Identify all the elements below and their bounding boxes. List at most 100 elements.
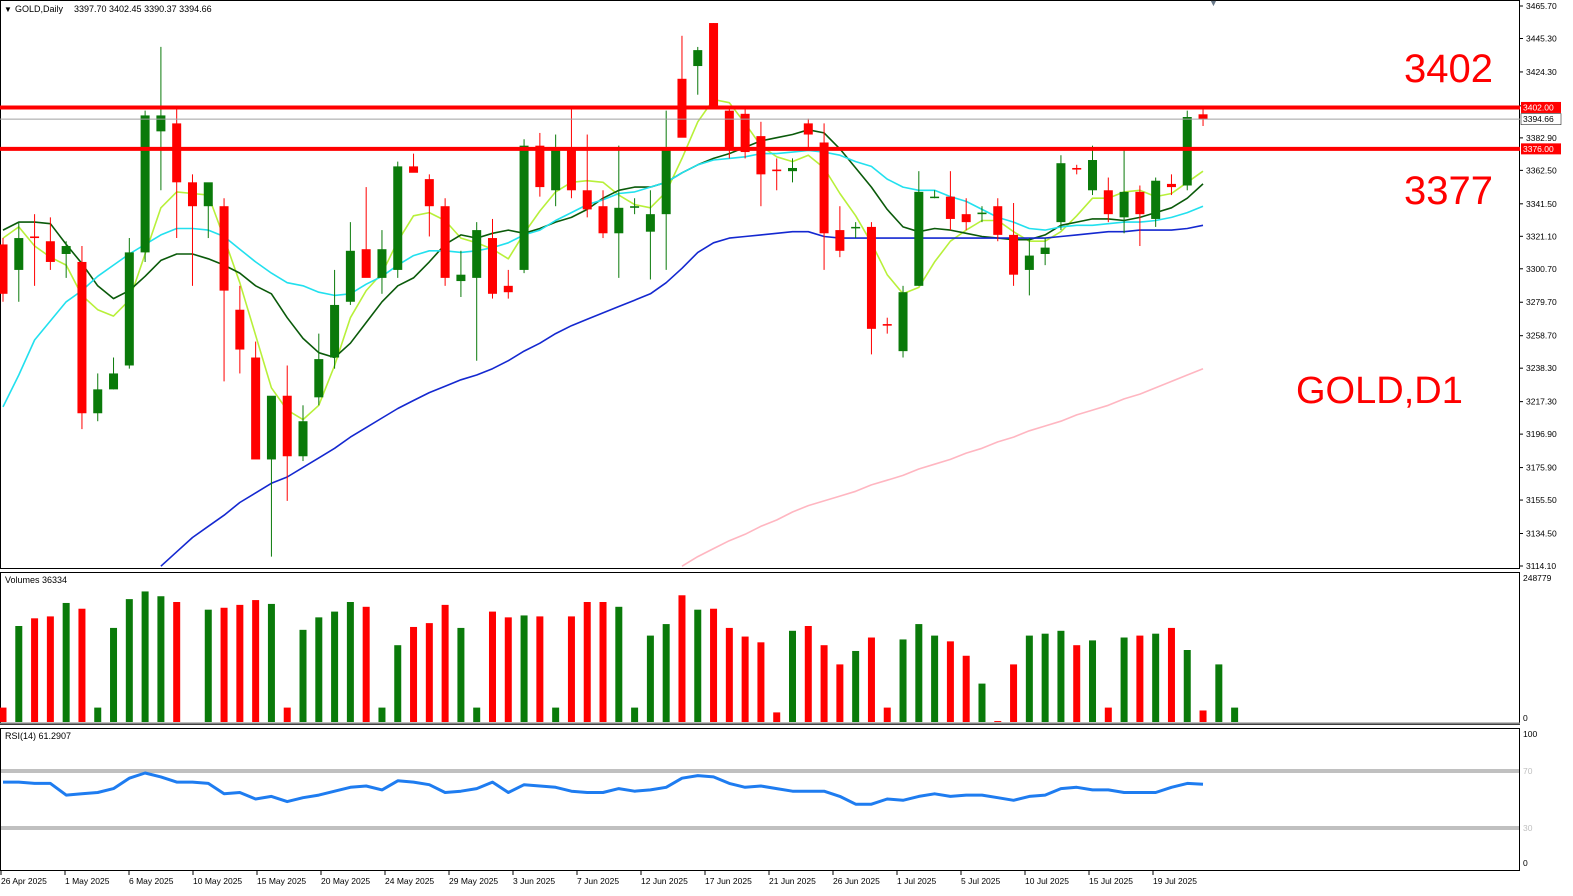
volume-bar — [394, 645, 402, 722]
volume-bar — [536, 616, 544, 722]
time-tick-label: 19 Jul 2025 — [1153, 876, 1197, 886]
candle-body — [709, 23, 719, 106]
candle-body — [314, 359, 324, 398]
rsi-tick-30: 30 — [1523, 823, 1533, 833]
volume-bar — [615, 606, 623, 722]
candle-body — [630, 206, 640, 208]
candle-body — [756, 136, 766, 175]
time-axis: 26 Apr 2025 1 May 2025 6 May 2025 10 May 20… — [0, 871, 1197, 886]
candle-body — [566, 148, 576, 191]
rsi-tick-70: 70 — [1523, 766, 1533, 776]
time-tick-label: 1 Jul 2025 — [897, 876, 936, 886]
volume-bar — [694, 609, 702, 722]
resistance-price-tag — [1521, 101, 1561, 113]
volume-bar — [741, 636, 749, 722]
volume-bar — [1215, 664, 1223, 722]
candle-body — [866, 226, 876, 329]
ohlc-values: 3397.70 3402.45 3390.37 3394.66 — [74, 4, 212, 14]
candle-body — [487, 238, 497, 294]
volume-bar — [789, 630, 796, 722]
volume-bar — [173, 602, 181, 722]
volume-bar — [410, 626, 418, 722]
time-tick-label: 20 May 2025 — [321, 876, 370, 886]
rsi-line — [3, 771, 1204, 806]
volume-bar — [1025, 635, 1033, 722]
current-price-tag — [1520, 113, 1562, 125]
candle-body — [772, 169, 782, 172]
support-price-tag — [1521, 143, 1561, 155]
candle-body — [582, 190, 592, 210]
time-tick-label: 1 May 2025 — [65, 876, 110, 886]
candle-body — [961, 214, 971, 223]
candle-body — [93, 389, 103, 414]
volume-bars — [0, 591, 1239, 722]
moving-average-line — [681, 367, 1204, 567]
time-tick-label: 15 Jul 2025 — [1089, 876, 1133, 886]
candle-body — [977, 212, 987, 215]
volume-bar — [1057, 630, 1065, 722]
candle-body — [61, 246, 71, 254]
volume-bar — [236, 604, 244, 722]
volume-bar — [157, 596, 165, 722]
price-tick-label: 3155.50 — [1526, 495, 1557, 505]
time-tick-label: 17 Jun 2025 — [705, 876, 752, 886]
candle-body — [914, 191, 924, 286]
volume-bar — [1167, 627, 1175, 722]
volume-bar — [315, 617, 323, 722]
scroll-marker-icon[interactable]: ▼ — [1209, 0, 1218, 8]
rsi-line-group — [3, 771, 1204, 806]
price-tick-label: 3465.70 — [1526, 1, 1557, 11]
time-tick-label: 24 May 2025 — [385, 876, 434, 886]
candle-body — [377, 249, 387, 278]
volume-bar — [725, 627, 733, 722]
candle-body — [661, 150, 671, 215]
volume-bar — [820, 645, 828, 722]
volume-bar — [94, 707, 102, 722]
candle-body — [535, 145, 545, 188]
candle-body — [835, 230, 845, 251]
candle-body — [882, 324, 892, 326]
volume-bar — [867, 637, 875, 722]
time-tick-label: 26 Apr 2025 — [1, 876, 47, 886]
volume-bar — [1041, 633, 1049, 722]
candle-body — [1198, 114, 1208, 120]
time-tick-label: 6 May 2025 — [129, 876, 174, 886]
candle-body — [187, 182, 197, 207]
resistance-price-tag-text: 3402.00 — [1523, 102, 1554, 112]
chart-dropdown-icon[interactable]: ▼ — [4, 5, 12, 14]
candle-body — [1151, 180, 1161, 219]
candle-body — [1088, 160, 1098, 191]
support-annotation: 3377 — [1404, 169, 1493, 213]
volume-bar — [552, 707, 560, 722]
volume-bar — [78, 608, 86, 722]
price-tick-label: 3362.50 — [1526, 165, 1557, 175]
candle-body — [424, 179, 434, 207]
volume-bar — [283, 707, 291, 722]
price-tick-label: 3341.50 — [1526, 199, 1557, 209]
volume-bar — [441, 604, 449, 722]
volume-bar — [1152, 633, 1160, 722]
candle-body — [361, 249, 371, 278]
candle-body — [203, 182, 213, 207]
support-price-tag-text: 3376.00 — [1523, 144, 1554, 154]
symbol-timeframe: GOLD,Daily — [15, 4, 64, 14]
candle-body — [1103, 190, 1113, 215]
price-tick-label: 3217.30 — [1526, 397, 1557, 407]
volume-bar — [757, 642, 765, 722]
volume-bar — [331, 611, 339, 722]
current-price-tag-text: 3394.66 — [1523, 114, 1554, 124]
rsi-panel-frame — [0, 728, 1520, 871]
candle-body — [456, 274, 466, 282]
time-tick-label: 21 Jun 2025 — [769, 876, 816, 886]
candle-body — [740, 113, 750, 153]
volume-bar — [0, 707, 7, 722]
price-axis: 3465.703445.303424.303403.003382.903362.… — [1519, 1, 1557, 571]
candle-body — [724, 110, 734, 149]
candle-body — [945, 196, 955, 219]
moving-average-line — [2, 129, 1204, 359]
candle-body — [172, 123, 182, 183]
candle-body — [409, 166, 419, 173]
resistance-annotation: 3402 — [1404, 47, 1493, 91]
volume-bar — [520, 615, 528, 722]
